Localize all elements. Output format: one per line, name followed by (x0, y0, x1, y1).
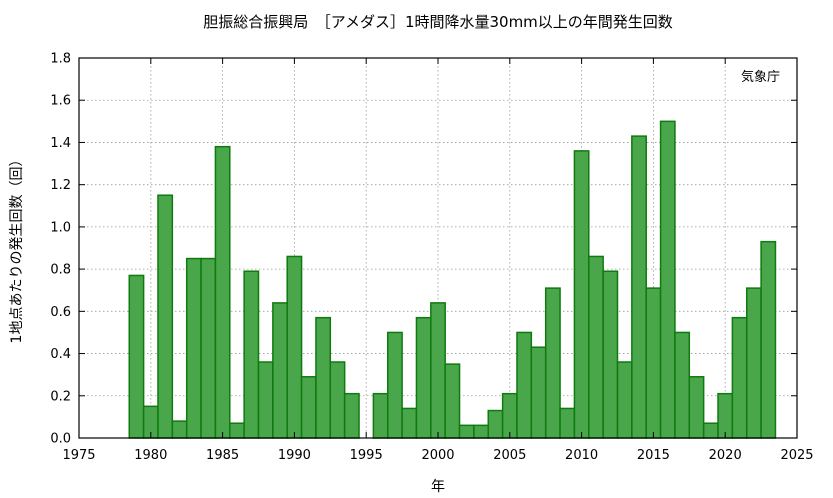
y-tick-label: 1.8 (50, 52, 71, 67)
bar-1991 (300, 376, 317, 439)
y-tick-label: 0.6 (50, 305, 71, 320)
bar-2006 (516, 331, 533, 439)
y-tick-label: 0.4 (50, 347, 71, 362)
x-tick-label: 2005 (493, 448, 526, 463)
y-tick-label: 1.4 (50, 136, 71, 151)
bar-2000 (430, 302, 446, 439)
bar-2009 (559, 407, 576, 439)
y-tick-label: 1.6 (50, 94, 71, 109)
bar-2010 (573, 150, 590, 439)
x-tick-label: 1990 (278, 448, 311, 463)
bar-1988 (257, 361, 274, 439)
bar-1987 (243, 270, 260, 439)
source-annotation: 気象庁 (741, 69, 780, 85)
y-axis-label: 1地点あたりの発生回数（回） (9, 153, 25, 344)
bar-1992 (315, 316, 332, 439)
x-tick-label: 2025 (780, 448, 813, 463)
bar-2021 (731, 316, 748, 439)
axis-ticks: 0.0 0.2 0.4 0.6 0.8 1.0 1.2 1.4 1.6 1.8 1975 1980 19… (50, 52, 813, 464)
bar-1982 (171, 420, 188, 439)
bar-2022 (745, 287, 762, 439)
bar-2015 (645, 287, 662, 439)
bar-2003 (473, 424, 490, 439)
bar-1986 (229, 422, 245, 439)
bar-2012 (602, 270, 619, 439)
x-tick-label: 2000 (421, 448, 454, 463)
bar-1985 (214, 145, 231, 439)
y-tick-label: 0.0 (50, 432, 71, 447)
y-tick-label: 0.8 (50, 263, 71, 278)
x-tick-label: 2020 (709, 448, 742, 463)
x-tick-label: 2015 (637, 448, 670, 463)
bar-1990 (286, 255, 303, 439)
bar-2004 (487, 409, 504, 439)
bar-1994 (343, 392, 360, 439)
bar-1997 (386, 331, 403, 439)
bar-1983 (185, 257, 202, 439)
bar-2008 (544, 287, 561, 439)
bar-1993 (329, 361, 346, 439)
x-tick-label: 1995 (350, 448, 383, 463)
y-tick-label: 1.2 (50, 178, 71, 193)
bar-2001 (444, 363, 461, 439)
bar-2023 (760, 240, 777, 439)
bar-1998 (401, 407, 418, 439)
bars (128, 120, 777, 439)
x-tick-label: 1985 (206, 448, 239, 463)
bar-2018 (688, 376, 705, 439)
bar-1996 (372, 392, 389, 439)
bar-2017 (674, 331, 691, 439)
x-axis-label: 年 (431, 479, 445, 495)
bar-2002 (458, 424, 475, 439)
bar-1984 (200, 257, 217, 439)
bar-2011 (588, 255, 604, 439)
bar-2013 (616, 361, 633, 439)
bar-2019 (702, 422, 719, 439)
bar-2014 (631, 135, 647, 439)
bar-1989 (272, 302, 288, 439)
chart-title: 胆振総合振興局 ［アメダス］1時間降水量30mm以上の年間発生回数 (203, 13, 673, 31)
bar-2005 (501, 392, 518, 439)
y-tick-label: 0.2 (50, 389, 71, 404)
bar-2016 (659, 120, 676, 439)
bar-1979 (128, 274, 145, 439)
y-tick-label: 1.0 (50, 220, 71, 235)
bar-1981 (157, 194, 174, 439)
bar-2020 (717, 392, 734, 439)
x-tick-label: 1980 (134, 448, 167, 463)
bar-2007 (530, 346, 547, 439)
bar-1999 (415, 316, 432, 439)
x-tick-label: 2010 (565, 448, 598, 463)
x-tick-label: 1975 (62, 448, 95, 463)
